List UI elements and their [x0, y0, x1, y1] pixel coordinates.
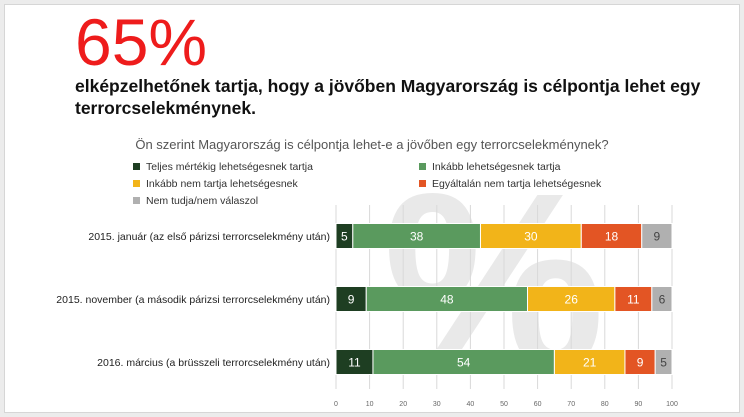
legend-label: Teljes mértékig lehetségesnek tartja: [146, 161, 313, 173]
bar-value-label: 30: [524, 230, 538, 244]
x-tick-label: 80: [601, 401, 609, 408]
x-tick-label: 40: [467, 401, 475, 408]
bar-segment: [372, 349, 555, 375]
legend-swatch: [419, 163, 426, 170]
bar-segment: [479, 223, 582, 249]
x-tick-label: 10: [366, 401, 374, 408]
bar-value-label: 11: [627, 293, 640, 307]
bar-segment: [651, 286, 673, 312]
bar-value-label: 11: [348, 356, 361, 370]
bar-value-label: 9: [637, 356, 644, 370]
legend-swatch: [133, 197, 140, 204]
bar-value-label: 54: [457, 356, 471, 370]
bar-segment: [335, 286, 367, 312]
legend-item: Nem tudja/nem válaszol: [133, 195, 258, 207]
x-tick-label: 0: [334, 401, 338, 408]
legend-label: Inkább lehetségesnek tartja: [432, 161, 561, 173]
legend-item: Teljes mértékig lehetségesnek tartja: [133, 161, 313, 173]
legend-label: Nem tudja/nem válaszol: [146, 195, 259, 207]
bar-segment: [580, 223, 643, 249]
bar-value-label: 18: [605, 230, 619, 244]
bar-segment: [654, 349, 673, 375]
bar-value-label: 9: [348, 293, 355, 307]
bar-value-label: 6: [659, 293, 666, 307]
bar-segment: [641, 223, 673, 249]
x-tick-label: 20: [399, 401, 407, 408]
category-label: 2015. november (a második párizsi terror…: [56, 294, 330, 306]
category-label: 2015. január (az első párizsi terrorcsel…: [88, 231, 330, 243]
bar-segment: [553, 349, 626, 375]
bar-value-label: 38: [410, 230, 424, 244]
headline-text: elképzelhetőnek tartja, hogy a jövőben M…: [75, 76, 701, 118]
bar-value-label: 26: [565, 293, 579, 307]
legend-swatch: [133, 180, 140, 187]
x-tick-label: 70: [567, 401, 575, 408]
legend-swatch: [419, 180, 426, 187]
bar-value-label: 21: [583, 356, 597, 370]
bar-value-label: 5: [660, 356, 667, 370]
x-tick-label: 90: [635, 401, 643, 408]
x-tick-label: 100: [666, 401, 678, 408]
bar-value-label: 5: [341, 230, 348, 244]
bar-value-label: 48: [440, 293, 454, 307]
x-tick-label: 60: [534, 401, 542, 408]
legend-label: Inkább nem tartja lehetségesnek: [146, 178, 298, 190]
x-tick-label: 50: [500, 401, 508, 408]
chart-title: Ön szerint Magyarország is célpontja leh…: [135, 137, 609, 152]
big-percent-value: 65%: [75, 5, 208, 79]
bar-segment: [335, 349, 374, 375]
bar-segment: [527, 286, 616, 312]
legend-item: Egyáltalán nem tartja lehetségesnek: [419, 178, 601, 190]
legend-swatch: [133, 163, 140, 170]
legend-label: Egyáltalán nem tartja lehetségesnek: [432, 178, 602, 190]
bar-segment: [352, 223, 481, 249]
legend-item: Inkább nem tartja lehetségesnek: [133, 178, 298, 190]
bar-segment: [624, 349, 656, 375]
x-tick-label: 30: [433, 401, 441, 408]
bar-value-label: 9: [654, 230, 661, 244]
slide: 65% elképzelhetőnek tartja, hogy a jövőb…: [4, 4, 740, 413]
category-label: 2016. március (a brüsszeli terrorcselekm…: [97, 357, 330, 369]
legend-item: Inkább lehetségesnek tartja: [419, 161, 560, 173]
